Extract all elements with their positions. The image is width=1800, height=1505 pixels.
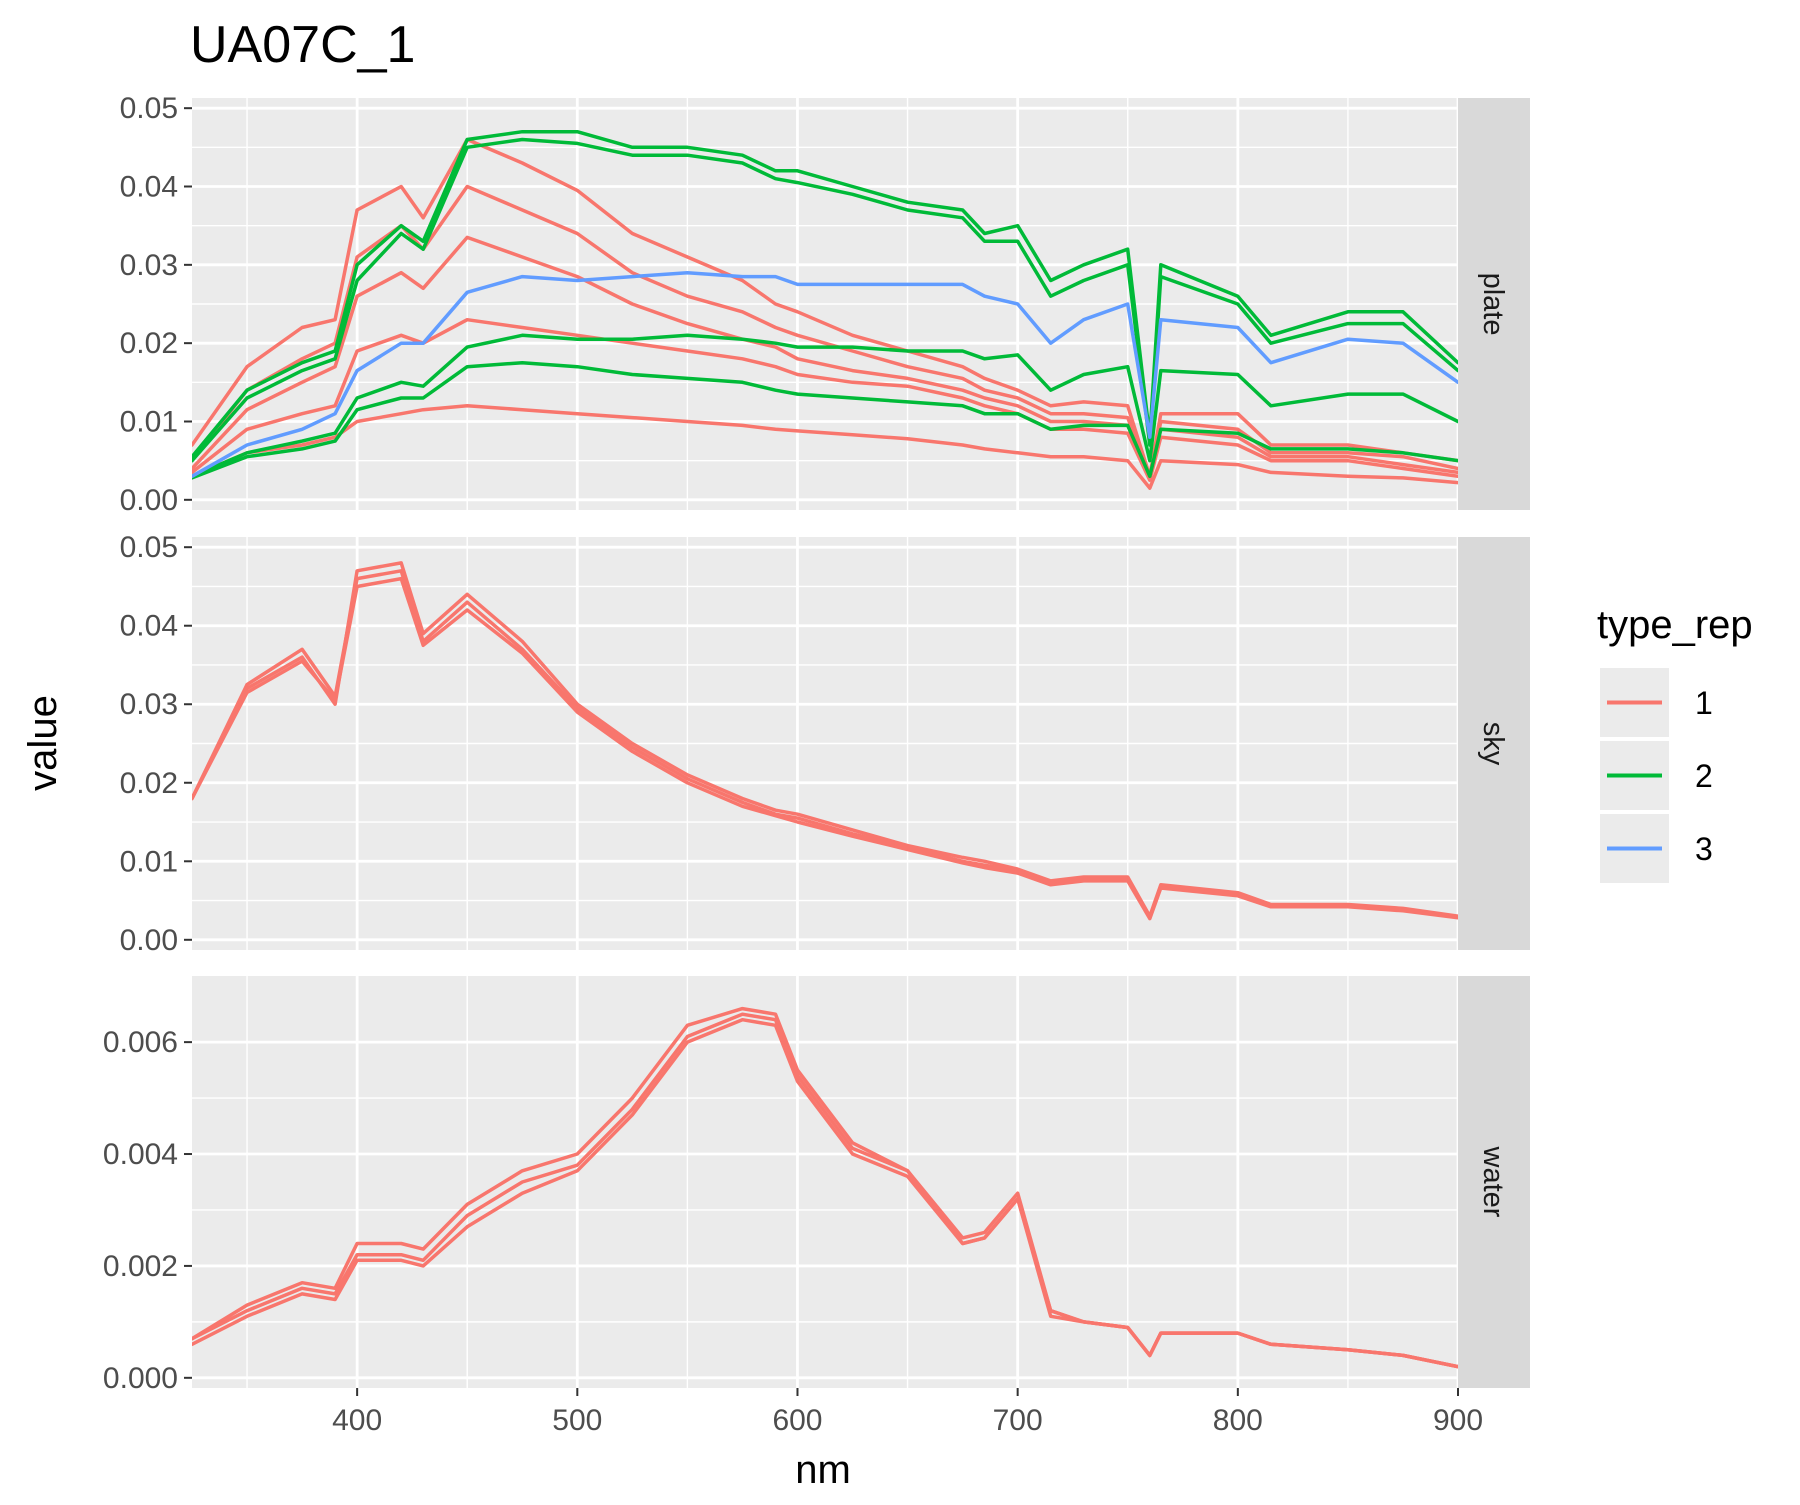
x-axis: 400 500 600 700 800 900 — [332, 1388, 1483, 1437]
strip-background — [1458, 976, 1530, 1388]
y-tick-label: 0.02 — [120, 767, 178, 800]
series-lines — [192, 1006, 1458, 1369]
series-lines — [192, 561, 1458, 921]
series-line-2 — [192, 137, 1458, 463]
y-tick-label: 0.04 — [120, 610, 178, 643]
series-line-1 — [192, 137, 1458, 479]
panel-water: 0.000 0.002 0.004 0.006 water — [103, 976, 1530, 1395]
legend-label: 2 — [1695, 758, 1713, 794]
legend-title: type_rep — [1597, 603, 1753, 647]
legend-label: 1 — [1695, 685, 1713, 721]
y-tick-label: 0.004 — [103, 1138, 178, 1171]
series-line-3 — [192, 270, 1458, 479]
series-line-1 — [192, 404, 1458, 490]
y-tick-label: 0.006 — [103, 1026, 178, 1059]
x-tick-label: 800 — [1213, 1404, 1263, 1437]
facet-panels: 0.000.010.020.030.040.05plate0.000.010.0… — [103, 92, 1530, 1395]
x-axis-title: nm — [795, 1448, 851, 1492]
series-line-1 — [192, 1017, 1458, 1369]
chart-title: UA07C_1 — [190, 16, 415, 74]
x-tick-label: 700 — [993, 1404, 1043, 1437]
y-tick-label: 0.00 — [120, 924, 178, 957]
y-tick-label: 0.03 — [120, 249, 178, 282]
x-tick-label: 400 — [332, 1404, 382, 1437]
series-lines — [192, 129, 1458, 490]
legend: type_rep 1 2 3 — [1597, 603, 1753, 883]
y-tick-label: 0.05 — [120, 92, 178, 125]
x-tick-label: 900 — [1433, 1404, 1483, 1437]
y-tick-label: 0.000 — [103, 1362, 178, 1395]
strip-background — [1458, 98, 1530, 510]
x-tick-label: 500 — [552, 1404, 602, 1437]
strip-label-plate: plate — [1477, 273, 1509, 336]
y-tick-label: 0.03 — [120, 688, 178, 721]
panel-sky: 0.00 0.01 0.02 0.03 0.04 0.05 sky — [120, 531, 1530, 957]
strip-label-water: water — [1477, 1146, 1509, 1218]
x-tick-label: 600 — [772, 1404, 822, 1437]
series-line-2 — [192, 129, 1458, 459]
y-tick-label: 0.05 — [120, 531, 178, 564]
legend-item-1: 1 — [1600, 668, 1713, 737]
series-line-1 — [192, 317, 1458, 482]
y-tick-label: 0.01 — [120, 845, 178, 878]
series-line-2 — [192, 333, 1458, 479]
legend-items: 1 2 3 — [1600, 668, 1713, 883]
panel-plate: 0.00 0.01 0.02 0.03 0.04 0.05 plate — [120, 92, 1530, 517]
y-tick-label: 0.00 — [120, 484, 178, 517]
y-tick-label: 0.002 — [103, 1250, 178, 1283]
y-tick-label: 0.01 — [120, 405, 178, 438]
strip-label-sky: sky — [1477, 722, 1509, 766]
strip-background — [1458, 537, 1530, 950]
series-line-2 — [192, 360, 1458, 480]
y-axis-title: value — [21, 695, 65, 791]
series-line-1 — [192, 576, 1458, 921]
y-tick-label: 0.02 — [120, 327, 178, 360]
legend-label: 3 — [1695, 831, 1713, 867]
panel-background — [192, 976, 1458, 1388]
y-tick-label: 0.04 — [120, 171, 178, 204]
legend-item-2: 2 — [1600, 741, 1713, 810]
legend-item-3: 3 — [1600, 814, 1713, 883]
